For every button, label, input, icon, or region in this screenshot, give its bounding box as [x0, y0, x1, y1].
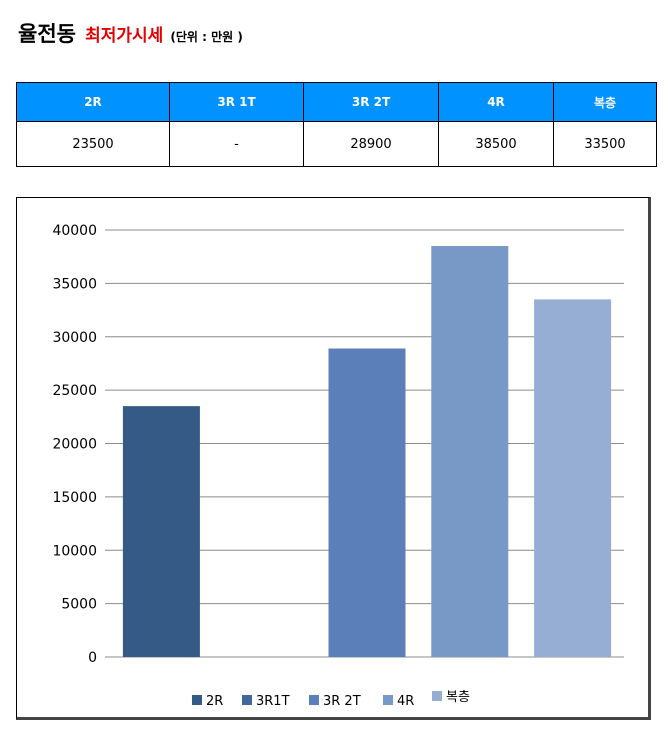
page-subtitle: 최저가시세: [85, 26, 164, 46]
y-tick-label: 15000: [52, 490, 97, 506]
y-tick-label: 35000: [52, 276, 97, 292]
value-cell-4r: 38500: [438, 121, 554, 167]
value-cell-loft: 33500: [553, 121, 657, 167]
legend-swatch: [192, 695, 202, 705]
y-tick-label: 40000: [52, 223, 97, 239]
bar-3: [328, 348, 406, 657]
legend-label: 4R: [397, 694, 414, 709]
header-cell-loft: 복층: [553, 82, 657, 122]
table-header-row: 2R 3R 1T 3R 2T 4R 복층: [16, 82, 657, 122]
legend-label: 3R 2T: [323, 694, 361, 709]
y-tick-label: 20000: [52, 437, 97, 453]
page-title: 율전동: [18, 22, 76, 46]
chart-legend: 2R 3R1T 3R 2T 4R 복층: [192, 690, 470, 709]
legend-label: 3R1T: [256, 694, 290, 709]
legend-swatch: [242, 695, 252, 705]
table-row: 23500 - 28900 38500 33500: [16, 121, 657, 167]
value-cell-3r2t: 28900: [303, 121, 439, 167]
bar-1: [122, 406, 200, 657]
legend-swatch: [309, 695, 319, 705]
legend-label: 복층: [446, 690, 470, 705]
bar-4: [431, 246, 509, 657]
y-axis-ticks: 0 5000 10000 15000 20000 25000 30000 35000 40000: [52, 223, 97, 666]
value-cell-2r: 23500: [16, 121, 170, 167]
header-cell-3r1t: 3R 1T: [169, 82, 304, 122]
legend-label: 2R: [206, 694, 223, 709]
chart-bars: [122, 246, 612, 657]
bar-chart: 0 5000 10000 15000 20000 25000 30000 35000 40000…: [52, 223, 624, 709]
bar-5: [534, 299, 612, 657]
legend-swatch: [432, 691, 442, 701]
unit-note: (단위 : 만원 ): [170, 30, 243, 44]
price-table: 2R 3R 1T 3R 2T 4R 복층 23500 - 28900 38500…: [16, 82, 657, 167]
y-tick-label: 10000: [52, 543, 97, 559]
y-tick-label: 30000: [52, 330, 97, 346]
value-cell-3r1t: -: [169, 121, 304, 167]
chart-container: 0 5000 10000 15000 20000 25000 30000 35000 40000…: [16, 197, 651, 720]
page-title-block: 율전동 최저가시세 (단위 : 만원 ): [18, 18, 243, 48]
y-tick-label: 0: [88, 650, 97, 666]
header-cell-4r: 4R: [438, 82, 554, 122]
header-cell-3r2t: 3R 2T: [303, 82, 439, 122]
y-tick-label: 5000: [61, 597, 97, 613]
y-tick-label: 25000: [52, 383, 97, 399]
legend-swatch: [383, 695, 393, 705]
header-cell-2r: 2R: [16, 82, 170, 122]
